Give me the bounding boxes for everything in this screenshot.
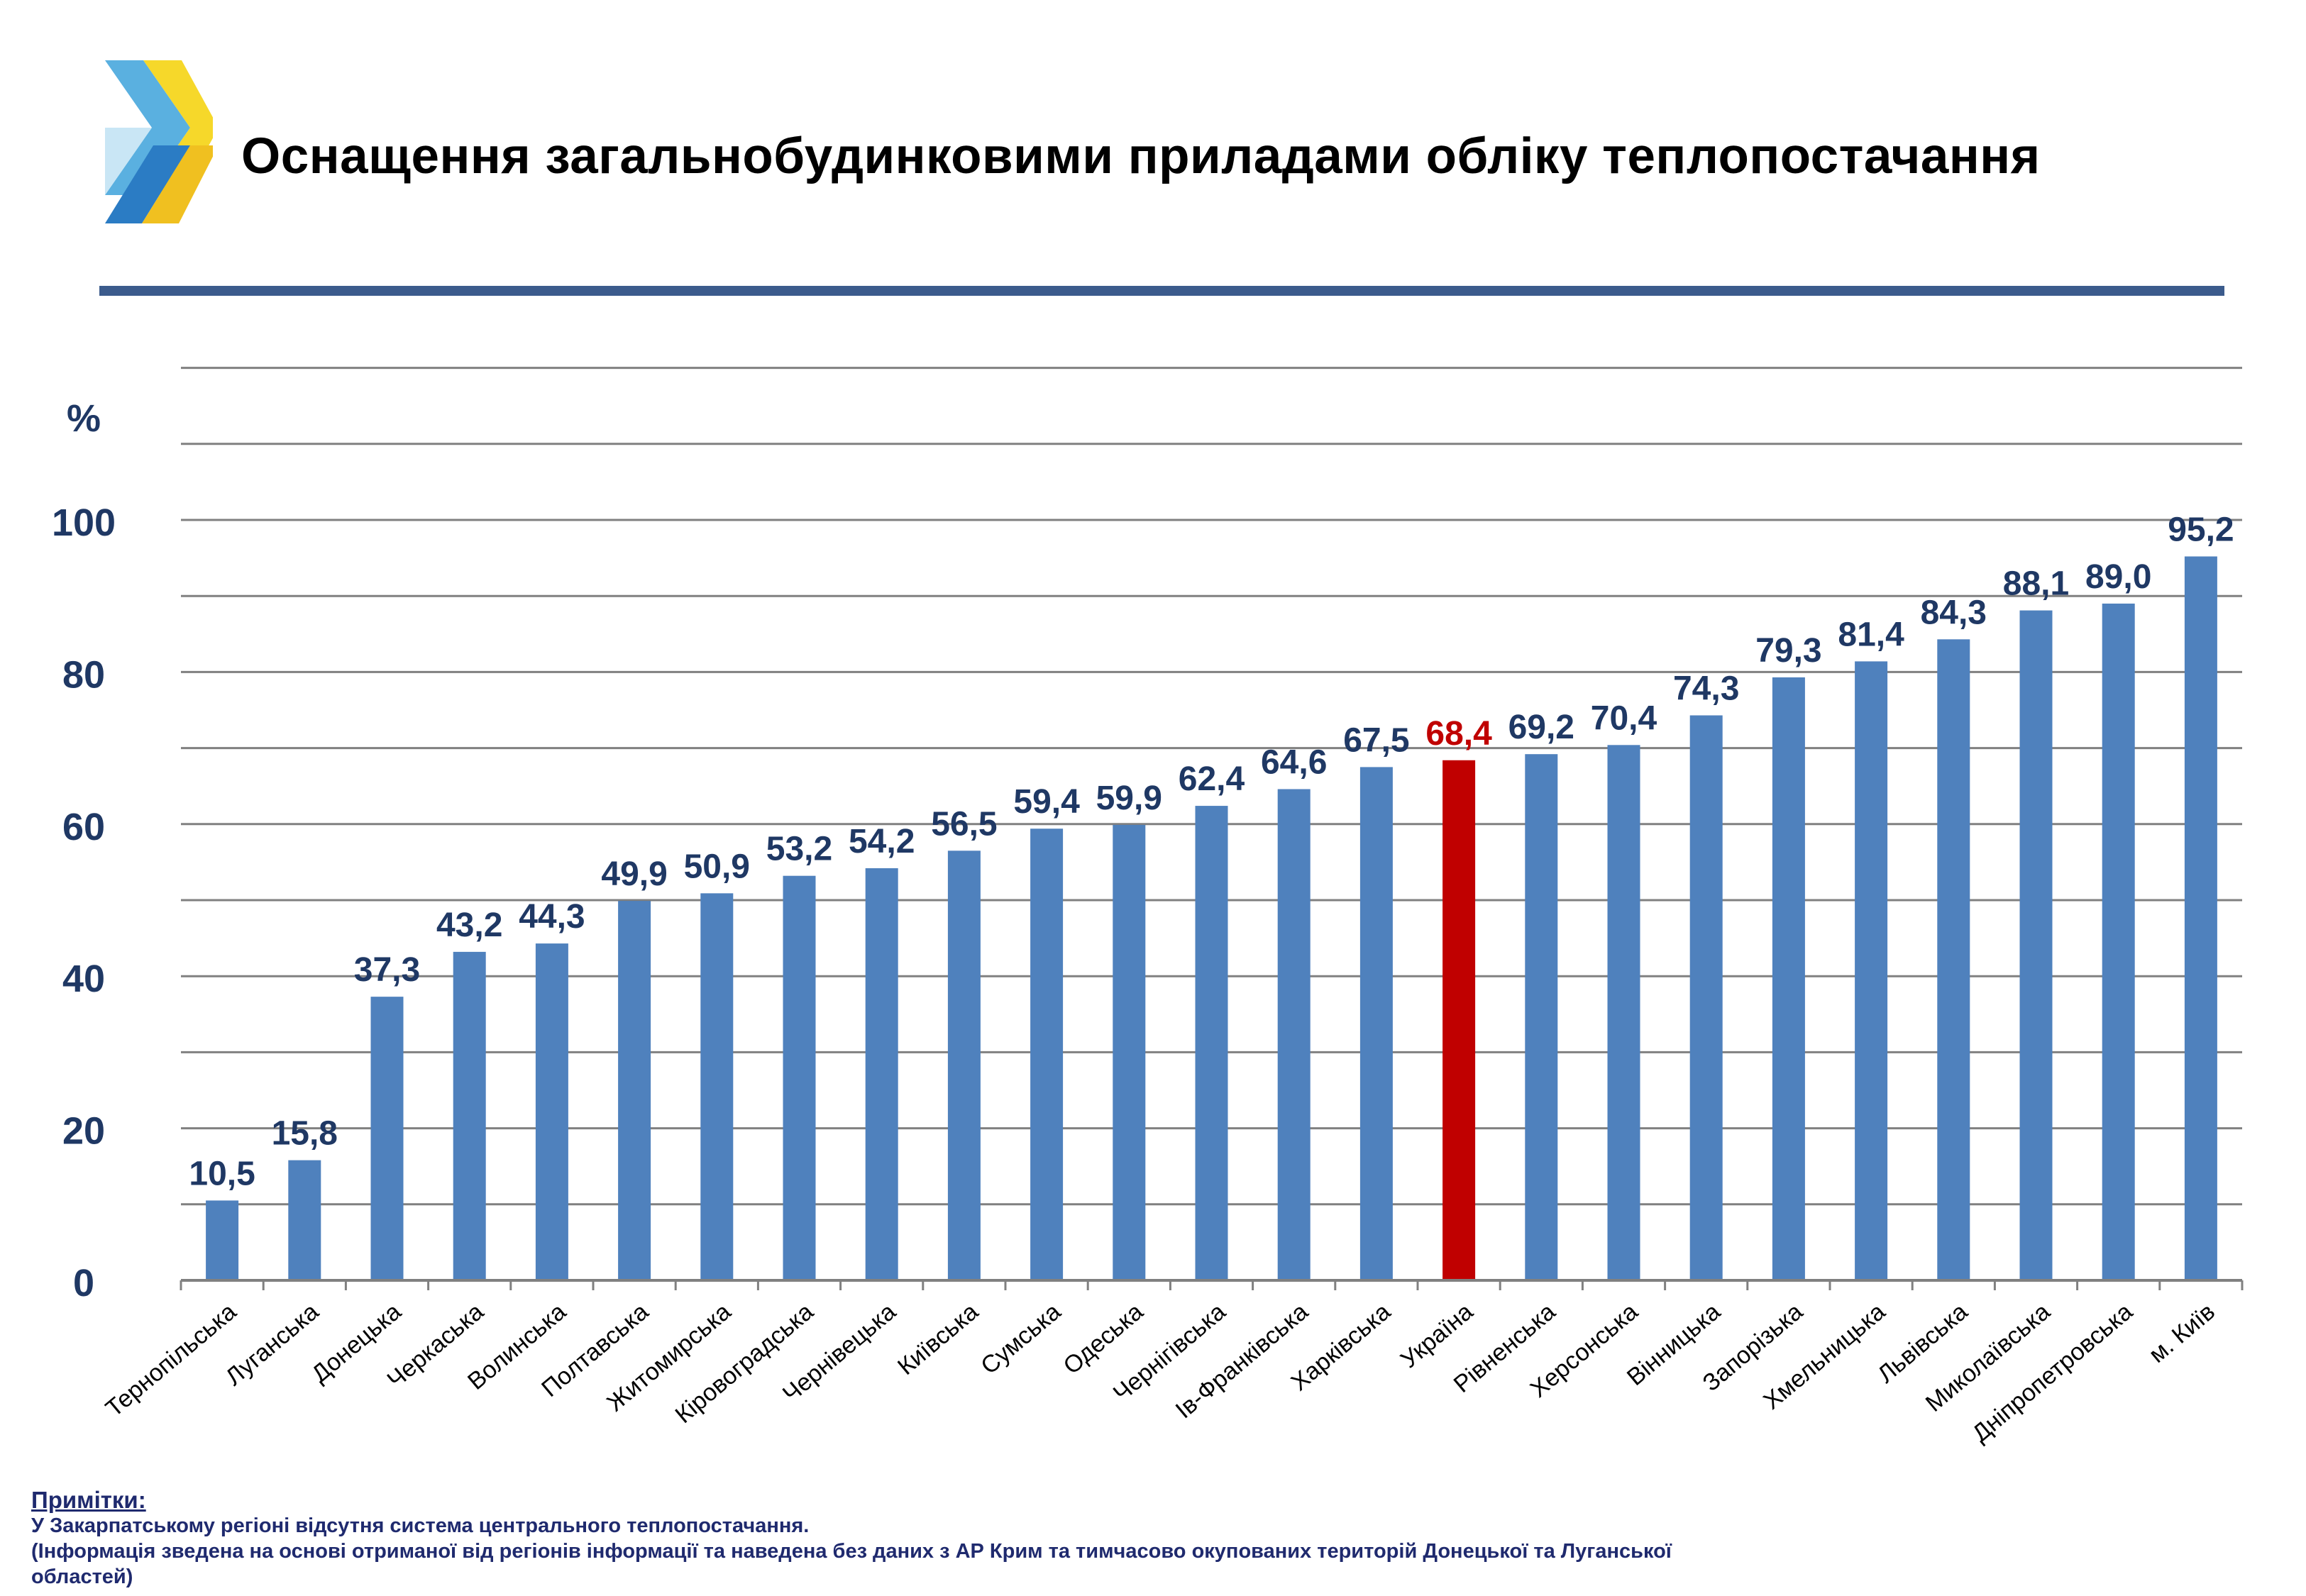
x-tick-label: Сумська: [976, 1298, 1066, 1380]
bars: [206, 556, 2217, 1280]
logo-icon: [105, 60, 213, 223]
data-label: 81,4: [1838, 616, 1904, 653]
data-label: 59,4: [1013, 783, 1080, 821]
bar: [2019, 610, 2053, 1280]
bar: [2184, 556, 2217, 1280]
bar: [700, 893, 734, 1280]
bar: [1277, 789, 1311, 1280]
data-label: 64,6: [1261, 743, 1327, 781]
bar: [1030, 829, 1064, 1280]
y-tick-label: 100: [52, 501, 116, 544]
bar: [783, 875, 816, 1280]
notes-heading: Примітки:: [31, 1487, 146, 1513]
y-axis: 0 20 40 60 80 100%: [52, 397, 116, 1304]
bar: [618, 901, 651, 1280]
bar: [1937, 639, 1970, 1280]
notes-line: областей): [31, 1565, 133, 1588]
data-label: 84,3: [1921, 594, 1987, 631]
data-label: 37,3: [354, 951, 420, 989]
x-tick-label: Луганська: [221, 1298, 324, 1391]
bar: [947, 850, 981, 1280]
data-label: 56,5: [931, 805, 997, 843]
data-label: 15,8: [272, 1115, 338, 1153]
data-label: 68,4: [1425, 715, 1492, 753]
data-label: 79,3: [1755, 632, 1821, 670]
data-label: 43,2: [436, 907, 502, 944]
x-axis: ТернопільськаЛуганськаДонецькаЧеркаськаВ…: [101, 1279, 2244, 1447]
data-label: 10,5: [189, 1155, 255, 1192]
data-label: 70,4: [1591, 699, 1657, 737]
x-tick-label: Україна: [1396, 1298, 1478, 1373]
bar: [370, 997, 404, 1280]
page-title: Оснащення загальнобудинковими приладами …: [241, 128, 2041, 184]
data-label: 53,2: [766, 831, 832, 868]
y-tick-label: 40: [62, 958, 105, 1000]
y-tick-label: 60: [62, 806, 105, 848]
bar: [1855, 661, 1888, 1280]
y-tick-label: 20: [62, 1110, 105, 1153]
data-label: 54,2: [849, 823, 915, 860]
bar: [535, 943, 568, 1280]
bar: [453, 951, 486, 1280]
data-label: 50,9: [684, 848, 750, 885]
x-tick-label: м. Київ: [2144, 1298, 2220, 1368]
data-label: 62,4: [1179, 760, 1245, 798]
bar: [1359, 767, 1393, 1280]
y-tick-label: 80: [62, 653, 105, 696]
bar: [288, 1160, 321, 1280]
y-tick-label: 0: [73, 1262, 94, 1304]
data-label: 49,9: [601, 855, 667, 893]
data-label: 59,9: [1096, 780, 1162, 817]
bar: [206, 1200, 239, 1280]
y-axis-label: %: [67, 397, 101, 440]
value-labels: 10,5 15,8 37,3 43,2 44,3 49,9 50,9 53,2 54,2 56,5…: [189, 511, 2234, 1192]
data-label: 67,5: [1343, 721, 1409, 759]
bar: [1442, 760, 1476, 1280]
x-tick-label: Кіровоградська: [671, 1298, 819, 1429]
bar: [2102, 603, 2135, 1280]
notes-line: У Закарпатському регіоні відсутня систем…: [31, 1514, 810, 1537]
x-tick-label: Тернопільська: [101, 1298, 241, 1422]
data-label: 89,0: [2085, 558, 2151, 596]
data-label: 88,1: [2003, 565, 2069, 603]
bar: [1113, 824, 1146, 1280]
notes-line: (Інформація зведена на основі отриманої …: [31, 1540, 1672, 1563]
bar: [1525, 754, 1558, 1280]
data-label: 69,2: [1508, 709, 1574, 746]
bar: [1689, 715, 1723, 1280]
notes: Примітки: У Закарпатському регіоні відсу…: [31, 1487, 2160, 1590]
data-label: 44,3: [519, 898, 585, 936]
bar: [1607, 745, 1640, 1280]
bar: [1772, 677, 1805, 1280]
data-label: 95,2: [2168, 511, 2234, 548]
data-label: 74,3: [1673, 670, 1739, 708]
x-tick-label: Київська: [893, 1298, 983, 1380]
bar: [1195, 806, 1228, 1280]
bar: [865, 868, 898, 1280]
title-divider: [99, 286, 2224, 296]
